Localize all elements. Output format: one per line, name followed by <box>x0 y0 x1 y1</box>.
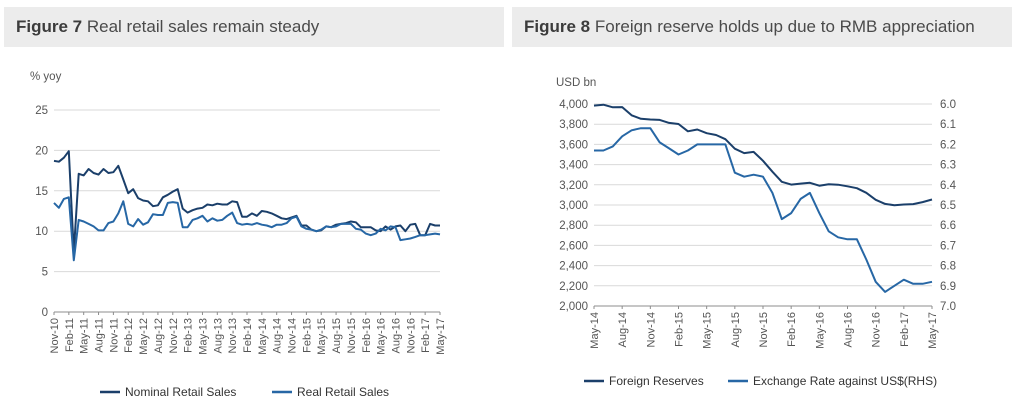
fig7-x-tick-label: Aug-12 <box>153 318 165 353</box>
fig7-y-unit: % yoy <box>30 71 62 83</box>
figure-7-title: Figure 7 Real retail sales remain steady <box>4 7 504 47</box>
fig7-x-tick-label: Nov-15 <box>346 318 358 353</box>
fig7-x-tick-label: Nov-13 <box>227 318 239 353</box>
fig7-y-tick: 5 <box>42 267 48 279</box>
fig8-y-tick: 3,200 <box>559 180 588 192</box>
fig8-y-unit: USD bn <box>556 77 596 89</box>
fig8-y2-tick: 6.2 <box>940 139 956 151</box>
fig7-x-tick-label: Nov-11 <box>108 318 120 353</box>
figure-8-chart: USD bn 2,000 2,200 2,400 2,600 2,800 3,000 3,20… <box>556 77 957 388</box>
fig8-y-tick: 4,000 <box>559 99 588 111</box>
fig7-x-tick-label: Feb-16 <box>361 318 373 353</box>
fig8-y2-tick: 6.9 <box>940 281 956 293</box>
fig8-x-tick-label: Feb-15 <box>674 312 686 347</box>
fig8-x-tick-label: Nov-16 <box>871 312 883 347</box>
fig8-y2-tick: 6.0 <box>940 99 956 111</box>
fig7-x-tick-label: Feb-11 <box>64 318 76 352</box>
fig7-x-tick-label: May-11 <box>79 318 91 354</box>
fig8-x-tick-label: May-14 <box>589 312 601 349</box>
fig8-legend-label-1: Foreign Reserves <box>609 374 704 388</box>
fig7-y-tick: 0 <box>42 307 48 319</box>
fig8-y-tick: 2,600 <box>559 240 588 252</box>
fig7-series-line-1 <box>53 150 440 254</box>
fig7-x-tick-label: Feb-14 <box>242 318 254 353</box>
fig8-y2-tick: 6.5 <box>940 200 956 212</box>
fig7-x-tick-label: May-15 <box>316 318 328 355</box>
fig8-x-tick-label: May-15 <box>702 312 714 349</box>
fig8-x-tick-label: Nov-15 <box>758 312 770 347</box>
fig7-y-tick: 20 <box>35 145 48 157</box>
fig7-x-tick-label: May-16 <box>376 318 388 355</box>
fig7-x-tick-label: Aug-14 <box>272 318 284 353</box>
fig8-x-tick-label: Aug-14 <box>617 312 629 347</box>
fig7-x-tick-label: Aug-15 <box>331 318 343 353</box>
fig7-x-tick-label: Nov-10 <box>49 318 61 353</box>
fig7-x-tick-label: Aug-11 <box>94 318 106 353</box>
fig7-x-tick-label: Feb-15 <box>301 318 313 353</box>
figure-7-number: Figure 7 <box>16 17 83 36</box>
fig7-legend-label-2: Real Retail Sales <box>297 385 389 399</box>
fig8-y2-tick: 6.8 <box>940 261 956 273</box>
fig8-y-tick: 2,000 <box>559 301 588 313</box>
fig7-x-tick-label: Nov-14 <box>287 318 299 353</box>
fig7-x-tick-label: May-17 <box>435 318 447 355</box>
fig7-x-tick-label: Aug-13 <box>212 318 224 353</box>
fig8-y-tick: 3,800 <box>559 119 588 131</box>
fig8-y-tick: 3,000 <box>559 200 588 212</box>
fig7-x-tick-label: Feb-13 <box>183 318 195 353</box>
fig8-y2-tick: 6.7 <box>940 240 956 252</box>
fig8-y2-tick: 6.1 <box>940 119 956 131</box>
fig8-x-tick-label: May-16 <box>814 312 826 349</box>
fig7-x-tick-label: May-14 <box>257 318 269 355</box>
figure-7-title-text: Real retail sales remain steady <box>86 17 320 36</box>
figure-7-panel: Figure 7 Real retail sales remain steady… <box>4 0 504 408</box>
fig8-x-tick-label: Feb-17 <box>899 312 911 347</box>
fig7-x-tick-label: Feb-12 <box>123 318 135 353</box>
fig8-y-tick: 3,400 <box>559 160 588 172</box>
fig7-x-tick-label: Aug-16 <box>390 318 402 353</box>
fig8-y-tick: 2,200 <box>559 281 588 293</box>
fig7-x-tick-label: Nov-16 <box>405 318 417 353</box>
fig8-legend-label-2: Exchange Rate against US$(RHS) <box>753 374 937 388</box>
fig8-y2-tick: 7.0 <box>940 301 956 313</box>
fig8-x-tick-label: Nov-14 <box>645 312 657 347</box>
fig7-y-tick: 15 <box>35 186 48 198</box>
fig7-x-tick-label: Nov-12 <box>168 318 180 353</box>
fig7-x-tick-label: May-13 <box>197 318 209 355</box>
figure-8-number: Figure 8 <box>524 17 591 36</box>
fig8-series-line-1 <box>593 103 933 207</box>
fig8-x-tick-label: Aug-16 <box>843 312 855 347</box>
fig8-y2-tick: 6.3 <box>940 160 956 172</box>
fig7-x-tick-label: Feb-17 <box>420 318 432 353</box>
fig8-series-line-2 <box>594 127 933 293</box>
figure-8-title: Figure 8 Foreign reserve holds up due to… <box>512 7 1012 47</box>
fig8-y-tick: 3,600 <box>559 139 588 151</box>
fig7-y-tick: 10 <box>35 226 48 238</box>
fig8-y2-tick: 6.4 <box>940 180 957 192</box>
figure-8-panel: Figure 8 Foreign reserve holds up due to… <box>512 0 1012 408</box>
fig7-series-line-2 <box>53 196 441 262</box>
fig7-y-tick: 25 <box>35 105 48 117</box>
fig8-x-tick-label: May-17 <box>927 312 939 349</box>
fig8-x-tick-label: Feb-16 <box>786 312 798 347</box>
fig8-y2-tick: 6.6 <box>940 220 956 232</box>
fig8-y-tick: 2,800 <box>559 220 588 232</box>
fig7-x-tick-label: May-12 <box>138 318 150 355</box>
fig8-x-tick-label: Aug-15 <box>730 312 742 347</box>
fig7-legend-label-1: Nominal Retail Sales <box>125 385 236 399</box>
fig8-y-tick: 2,400 <box>559 261 588 273</box>
figure-8-title-text: Foreign reserve holds up due to RMB appr… <box>594 17 975 36</box>
